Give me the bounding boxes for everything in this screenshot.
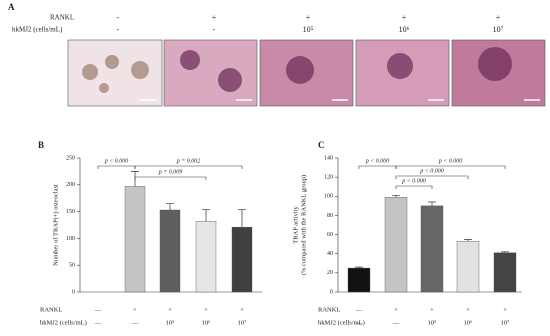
condition: — xyxy=(94,306,102,313)
row-label: RANKL xyxy=(50,14,74,22)
y-tick-label: 80 xyxy=(327,213,333,219)
p-value: p < 0.000 xyxy=(365,158,390,164)
condition: + xyxy=(133,306,137,313)
error-bar xyxy=(464,239,472,242)
error-bar xyxy=(501,251,509,253)
condition: + xyxy=(306,13,311,22)
y-tick-label: 120 xyxy=(324,175,333,181)
significance-bracket xyxy=(358,165,397,169)
condition: 10⁵ xyxy=(166,319,175,326)
y-axis-label: Number of TRAP(+) osteoclast xyxy=(52,184,59,266)
y-tick-label: 100 xyxy=(324,194,333,200)
condition: 10⁵ xyxy=(303,25,314,34)
significance-bracket xyxy=(395,185,433,189)
micrograph xyxy=(163,39,258,107)
condition: + xyxy=(430,306,434,313)
p-value: p < 0.000 xyxy=(419,168,444,174)
condition: — xyxy=(392,319,400,326)
significance-bracket xyxy=(395,175,469,179)
condition: 10⁵ xyxy=(428,319,437,326)
p-value: p < 0.000 xyxy=(104,158,129,164)
bar xyxy=(420,205,444,293)
y-tick-label: 50 xyxy=(69,263,75,269)
significance-bracket xyxy=(97,165,136,169)
row-label: RANKL xyxy=(40,306,62,313)
y-tick-label: 140 xyxy=(324,155,333,161)
y-tick-label: 100 xyxy=(66,236,75,242)
condition: 10⁶ xyxy=(202,319,211,326)
error-bar xyxy=(392,194,400,198)
condition: - xyxy=(213,25,216,34)
osteoclasts xyxy=(180,47,512,92)
error-bar xyxy=(238,209,246,228)
row-label: RANKL xyxy=(318,306,340,313)
y-tick-label: 150 xyxy=(66,209,75,215)
y-tick-label: 0 xyxy=(72,289,75,295)
condition: — xyxy=(355,319,363,326)
panel-label: A xyxy=(8,2,15,12)
p-value: p < 0.000 xyxy=(438,158,463,164)
row-label: hkMJ2 (cells/mL) xyxy=(40,319,87,326)
condition: + xyxy=(204,306,208,313)
condition: - xyxy=(117,25,120,34)
condition: + xyxy=(503,306,507,313)
y-tick-label: 250 xyxy=(66,155,75,161)
error-bar xyxy=(202,209,210,222)
y-tick-label: 0 xyxy=(330,289,333,295)
condition: + xyxy=(212,13,217,22)
bar xyxy=(384,197,408,293)
p-value: p = 0.009 xyxy=(158,169,183,175)
condition: + xyxy=(402,13,407,22)
bar xyxy=(124,186,146,293)
significance-bracket xyxy=(134,165,243,169)
row-label: hkMJ2 (cells/mL) xyxy=(318,319,365,326)
error-bar xyxy=(166,203,174,210)
condition: — xyxy=(94,319,102,326)
bar xyxy=(456,241,480,293)
row-label: hkMJ2 (cells/mL) xyxy=(12,26,63,34)
significance-bracket xyxy=(134,176,207,180)
significance-bracket xyxy=(395,165,506,169)
bar xyxy=(347,267,371,293)
condition: — xyxy=(131,319,139,326)
condition: + xyxy=(466,306,470,313)
y-tick-label: 40 xyxy=(327,251,333,257)
condition: 10⁷ xyxy=(501,319,510,326)
y-tick-label: 200 xyxy=(66,182,75,188)
condition: + xyxy=(168,306,172,313)
condition: - xyxy=(117,13,120,22)
condition: — xyxy=(355,306,363,313)
panel-label: C xyxy=(318,140,325,150)
condition: 10⁶ xyxy=(399,25,410,34)
y-axis-label: TRAP activity xyxy=(292,206,299,244)
bar xyxy=(159,209,181,293)
panel-label: B xyxy=(38,140,44,150)
error-bar xyxy=(355,266,363,269)
condition: + xyxy=(496,13,501,22)
y-axis-label: (% compared with the RANKL group) xyxy=(300,175,307,275)
condition: 10⁷ xyxy=(238,319,247,326)
error-bar xyxy=(428,201,436,206)
bar xyxy=(231,226,253,293)
condition: 10⁶ xyxy=(464,319,473,326)
condition: 10⁷ xyxy=(493,25,504,34)
y-tick-label: 20 xyxy=(327,270,333,276)
y-tick-label: 60 xyxy=(327,232,333,238)
micrographs xyxy=(67,39,546,107)
p-value: p = 0.002 xyxy=(176,158,201,164)
bar xyxy=(195,221,217,293)
cell-clusters xyxy=(82,55,149,93)
condition: + xyxy=(394,306,398,313)
condition: + xyxy=(240,306,244,313)
p-value: p < 0.000 xyxy=(401,178,426,184)
bar xyxy=(493,252,517,293)
